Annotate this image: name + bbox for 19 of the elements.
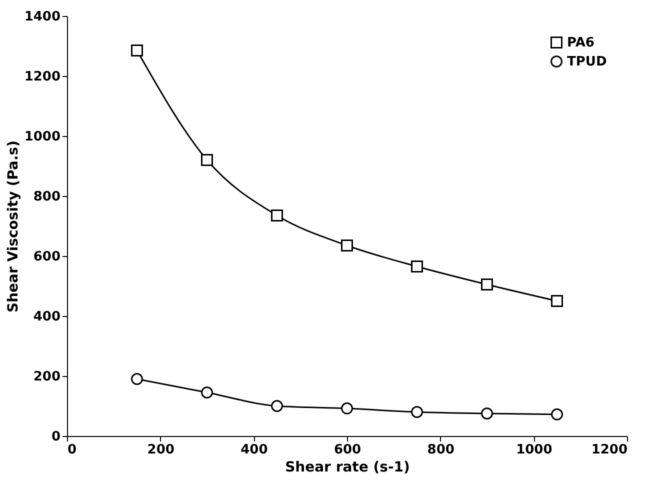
y-tick-label: 400 xyxy=(33,310,60,324)
y-axis-title: Shear Viscosity (Pa.s) xyxy=(5,140,22,313)
x-tick-label: 1200 xyxy=(591,442,628,458)
legend-label: TPUD xyxy=(567,54,607,70)
y-tick-label: 0 xyxy=(51,430,60,444)
y-tick-label: 800 xyxy=(33,190,60,204)
x-tick-label: 400 xyxy=(240,442,268,458)
x-tick-label: 0 xyxy=(68,442,77,458)
x-tick-label: 600 xyxy=(334,442,362,458)
y-tick-label: 1000 xyxy=(24,130,60,144)
y-tick-label: 1200 xyxy=(24,70,60,84)
x-tick-label: 800 xyxy=(427,442,454,458)
y-tick-label: 600 xyxy=(33,250,60,264)
legend-label: PA6 xyxy=(567,36,594,50)
x-tick-label: 1000 xyxy=(516,442,552,458)
y-tick-label: 1400 xyxy=(24,10,60,24)
x-tick-label: 200 xyxy=(147,442,174,458)
y-tick-label: 200 xyxy=(33,370,60,384)
x-axis-title: Shear rate (s-1) xyxy=(285,460,410,476)
